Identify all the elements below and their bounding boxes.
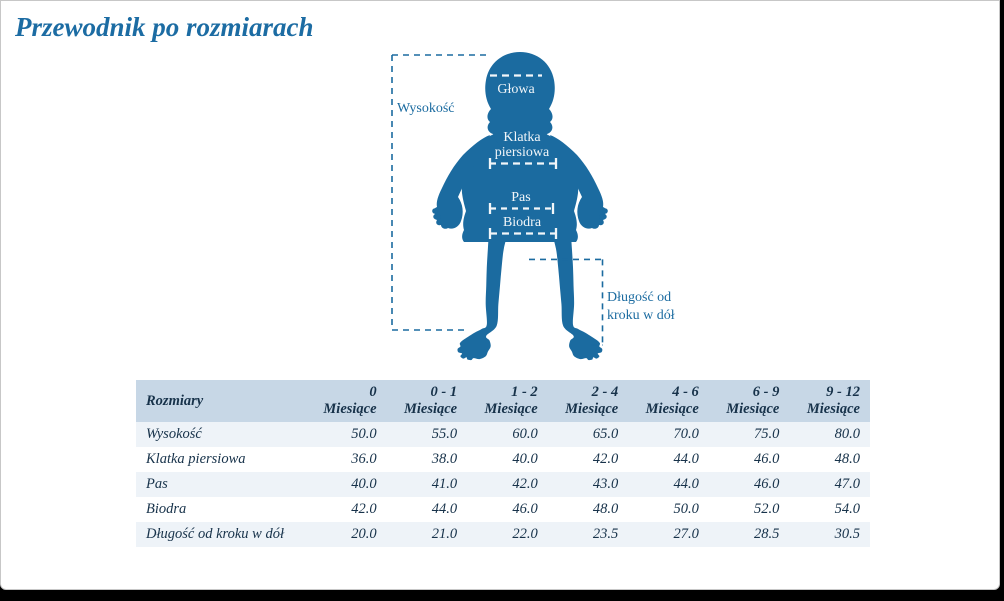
svg-text:Wysokość: Wysokość [397, 101, 454, 116]
svg-text:Biodra: Biodra [503, 215, 542, 230]
svg-text:kroku w dół: kroku w dół [607, 308, 675, 323]
svg-text:Głowa: Głowa [497, 82, 535, 97]
svg-text:Klatka: Klatka [503, 130, 541, 145]
svg-text:piersiowa: piersiowa [495, 145, 550, 160]
svg-text:Pas: Pas [511, 190, 530, 205]
svg-text:Długość od: Długość od [607, 290, 671, 305]
